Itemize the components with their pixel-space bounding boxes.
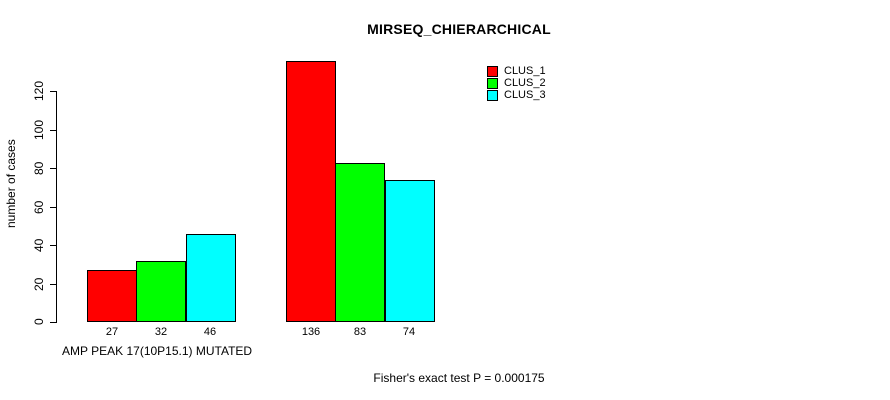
bar-clus_1-cat1 (87, 270, 137, 322)
bar-clus_2-cat1 (136, 261, 186, 322)
y-tick-mark (50, 91, 56, 92)
legend-swatch-clus_1 (487, 65, 498, 77)
bar-value-label: 27 (105, 326, 119, 338)
y-axis-line (56, 91, 57, 323)
y-tick-mark (50, 168, 56, 169)
bar-clus_2-cat2 (335, 163, 385, 322)
annotation-text: Fisher's exact test P = 0.000175 (373, 371, 545, 385)
y-tick-mark (50, 207, 56, 208)
bar-clus_3-cat2 (385, 180, 435, 322)
y-tick-mark (50, 322, 56, 323)
legend-label: CLUS_1 (504, 65, 546, 77)
y-axis-label: number of cases (4, 139, 18, 229)
legend-row: CLUS_1 (487, 65, 546, 77)
legend-row: CLUS_3 (487, 89, 546, 101)
bar-clus_1-cat2 (286, 61, 336, 322)
category-label: AMP PEAK 17(10P15.1) MUTATED (62, 344, 253, 358)
legend-label: CLUS_2 (504, 77, 546, 89)
legend-row: CLUS_2 (487, 77, 546, 89)
bar-value-label: 136 (301, 326, 321, 338)
legend-swatch-clus_2 (487, 77, 498, 89)
bar-value-label: 74 (402, 326, 416, 338)
chart-title: MIRSEQ_CHIERARCHICAL (367, 21, 551, 37)
y-tick-mark (50, 130, 56, 131)
y-tick-mark (50, 245, 56, 246)
bar-value-label: 83 (353, 326, 367, 338)
y-tick-label: 120 (32, 80, 46, 102)
bar-clus_3-cat1 (186, 234, 236, 322)
bar-value-label: 32 (154, 326, 168, 338)
y-tick-mark (50, 284, 56, 285)
legend-label: CLUS_3 (504, 89, 546, 101)
bar-value-label: 46 (203, 326, 217, 338)
legend-swatch-clus_3 (487, 89, 498, 101)
legend: CLUS_1 CLUS_2 CLUS_3 (487, 65, 546, 101)
